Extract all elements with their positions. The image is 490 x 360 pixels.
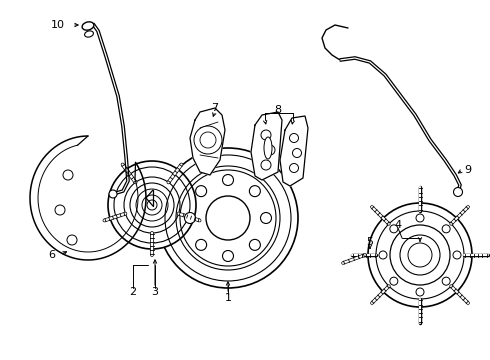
Ellipse shape [82,22,94,30]
Circle shape [408,243,432,267]
Circle shape [196,239,207,250]
Circle shape [390,277,398,285]
Circle shape [416,214,424,222]
Text: 9: 9 [465,165,471,175]
Circle shape [108,161,196,249]
Circle shape [265,145,275,155]
Circle shape [249,239,260,250]
Text: 1: 1 [224,293,231,303]
Circle shape [67,235,77,245]
Polygon shape [251,112,282,180]
Circle shape [158,148,298,288]
Circle shape [261,160,271,170]
Text: 7: 7 [212,103,219,113]
Circle shape [379,251,387,259]
Ellipse shape [264,137,272,159]
Circle shape [222,175,234,185]
Text: 5: 5 [367,237,373,247]
Circle shape [376,211,464,299]
Circle shape [196,186,207,197]
Text: 8: 8 [274,105,282,115]
Circle shape [55,205,65,215]
Circle shape [368,203,472,307]
Circle shape [194,126,222,154]
Polygon shape [280,116,308,186]
Circle shape [290,163,298,172]
Circle shape [185,212,196,224]
Circle shape [390,225,450,285]
Circle shape [206,196,250,240]
Circle shape [249,186,260,197]
Circle shape [442,277,450,285]
Circle shape [390,225,398,233]
Text: 2: 2 [129,287,137,297]
Circle shape [442,225,450,233]
Circle shape [416,288,424,296]
Circle shape [261,130,271,140]
Circle shape [453,251,461,259]
Circle shape [109,190,117,198]
Circle shape [454,188,463,197]
Ellipse shape [85,31,94,37]
Text: 6: 6 [49,250,55,260]
Circle shape [400,235,440,275]
Polygon shape [190,108,225,175]
Text: 3: 3 [151,287,158,297]
Circle shape [293,149,301,158]
Text: 10: 10 [51,20,65,30]
Text: 4: 4 [394,220,402,230]
Circle shape [290,134,298,143]
Circle shape [222,251,234,261]
Circle shape [63,170,73,180]
Circle shape [261,212,271,224]
